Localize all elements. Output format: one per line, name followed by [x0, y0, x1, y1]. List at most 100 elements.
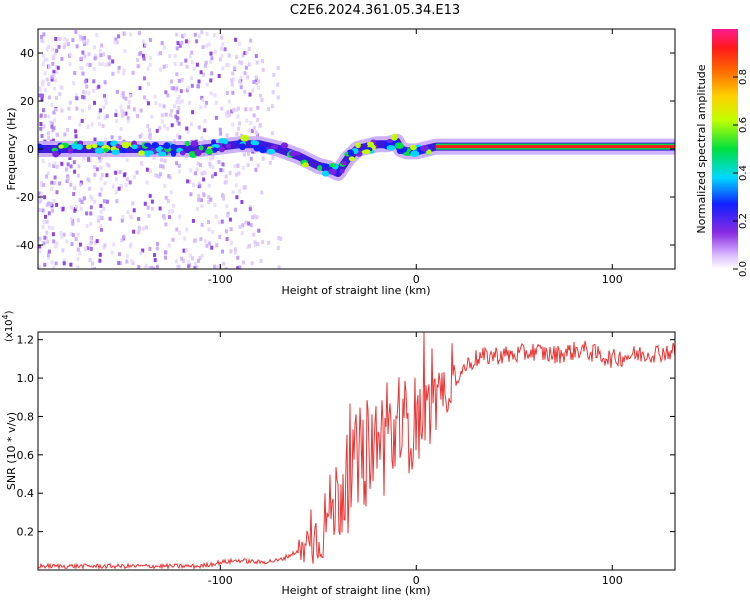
noise-dot [80, 206, 83, 211]
noise-dot [140, 132, 144, 137]
noise-dot [82, 156, 86, 161]
noise-dot [52, 164, 56, 168]
noise-dot [232, 107, 236, 112]
noise-dot [76, 247, 80, 252]
noise-dot [153, 253, 157, 258]
noise-dot [224, 267, 228, 269]
noise-dot [254, 130, 258, 135]
spectrogram-ridge [38, 133, 675, 181]
noise-dot [119, 104, 123, 109]
noise-dot [242, 260, 245, 265]
noise-dot [92, 66, 96, 71]
noise-dot [115, 199, 119, 204]
noise-dot [95, 33, 99, 37]
noise-dot [93, 199, 97, 204]
noise-dot [141, 248, 145, 253]
noise-dot [86, 124, 90, 129]
noise-dot [244, 220, 248, 225]
noise-dot [184, 39, 188, 44]
noise-dot [221, 162, 225, 167]
colorbar-gradient [712, 29, 738, 269]
noise-dot [115, 177, 118, 182]
noise-dot [50, 187, 53, 191]
noise-dot [173, 62, 177, 66]
noise-dot [91, 261, 94, 266]
noise-dot [205, 32, 209, 36]
noise-dot [54, 244, 58, 249]
noise-dot [68, 100, 72, 105]
noise-dot [162, 214, 166, 219]
noise-dot [244, 107, 248, 112]
noise-dot [175, 118, 179, 123]
noise-dot [50, 124, 54, 129]
ridge-blob [94, 147, 104, 154]
noise-dot [62, 261, 66, 266]
noise-dot [97, 115, 101, 120]
noise-dot [39, 180, 43, 185]
noise-dot [129, 242, 133, 247]
noise-dot [243, 51, 247, 55]
noise-dot [207, 195, 211, 200]
noise-dot [211, 154, 215, 159]
snr-axes: -100 0 100 0.2 0.4 0.6 0.8 1.0 1.2 [17, 332, 675, 587]
noise-dot [107, 62, 111, 67]
noise-dot [42, 53, 46, 58]
noise-dot [174, 114, 178, 119]
noise-dot [53, 118, 57, 123]
noise-dot [180, 78, 184, 82]
noise-dot [122, 234, 126, 239]
noise-dot [80, 200, 84, 204]
noise-dot [102, 52, 105, 57]
ridge-blob [205, 148, 214, 155]
noise-dot [207, 183, 211, 188]
noise-dot [66, 42, 70, 47]
noise-dot [59, 85, 63, 90]
noise-dot [59, 231, 63, 236]
noise-dot [88, 106, 91, 111]
ridge-blob [270, 144, 279, 150]
noise-dot [161, 164, 165, 169]
noise-dot [195, 265, 199, 269]
noise-dot [226, 62, 230, 67]
noise-dot [148, 62, 152, 67]
ridge-blob [96, 141, 105, 146]
noise-dot [69, 262, 73, 267]
noise-dot [132, 229, 136, 234]
noise-dot [47, 114, 51, 119]
noise-dot [199, 237, 203, 242]
noise-dot [159, 172, 163, 177]
noise-dot [249, 121, 253, 125]
noise-dot [46, 253, 50, 258]
noise-dot [228, 217, 232, 222]
noise-dot [39, 126, 43, 131]
ridge-blob [184, 140, 190, 147]
noise-dot [99, 176, 103, 181]
noise-dot [194, 261, 198, 266]
noise-dot [197, 84, 200, 89]
noise-dot [81, 36, 85, 40]
noise-dot [178, 100, 182, 105]
noise-dot [211, 165, 215, 170]
noise-dot [246, 75, 250, 80]
noise-dot [99, 203, 103, 208]
colorbar-tick-label: 0.4 [738, 165, 749, 181]
noise-dot [71, 38, 75, 43]
noise-dot [162, 104, 166, 109]
noise-dot [46, 239, 50, 244]
noise-dot [147, 213, 151, 218]
noise-dot [190, 83, 194, 88]
noise-dot [208, 156, 212, 161]
noise-dot [271, 90, 275, 95]
noise-dot [146, 205, 150, 210]
noise-dot [179, 89, 183, 94]
spectrogram-ytick-label: 0 [27, 143, 34, 156]
noise-dot [160, 113, 164, 118]
noise-dot [230, 78, 234, 83]
colorbar-label: Normalized spectral amplitude [695, 64, 708, 233]
noise-dot [167, 243, 171, 248]
noise-dot [47, 255, 51, 260]
noise-dot [51, 54, 55, 59]
noise-dot [257, 79, 261, 84]
ridge-blob [396, 147, 403, 154]
